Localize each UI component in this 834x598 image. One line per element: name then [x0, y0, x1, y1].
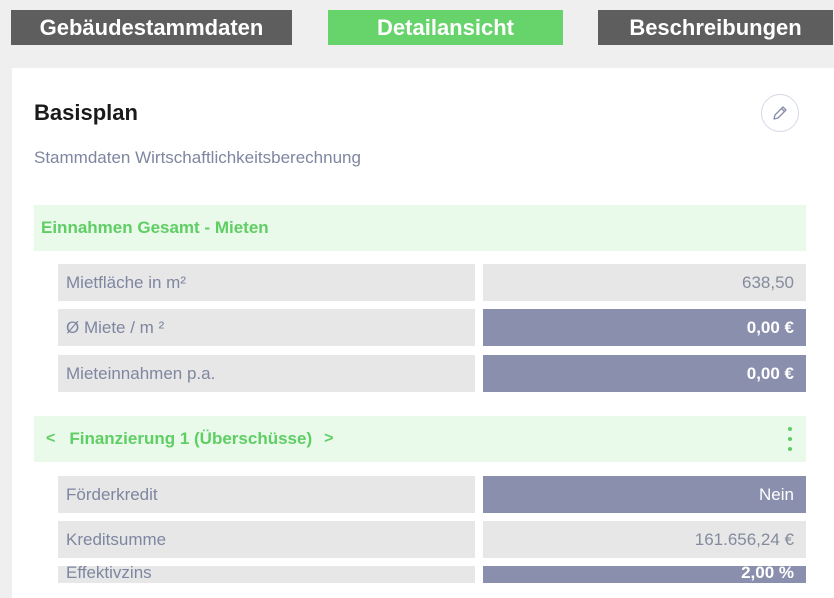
pencil-icon [773, 106, 787, 120]
section-title: Einnahmen Gesamt - Mieten [41, 218, 269, 237]
row-label-mietflaeche: Mietfläche in m² [58, 264, 475, 301]
row-value-mieteinnahmen: 0,00 € [483, 355, 806, 392]
tab-beschreibungen[interactable]: Beschreibungen [598, 10, 833, 45]
card-subtitle: Stammdaten Wirtschaftlichkeitsberechnung [34, 148, 361, 167]
section-title: Finanzierung 1 (Überschüsse) [69, 429, 313, 448]
tab-detailansicht[interactable]: Detailansicht [328, 10, 563, 45]
tab-gebaeudestammdaten[interactable]: Gebäudestammdaten [11, 10, 292, 45]
card-title: Basisplan [34, 100, 138, 125]
row-label-foerderkredit: Förderkredit [58, 476, 475, 513]
section-einnahmen-header: Einnahmen Gesamt - Mieten [34, 205, 806, 251]
row-label-kreditsumme: Kreditsumme [58, 521, 475, 558]
row-label-miete-pro-m2: Ø Miete / m ² [58, 309, 475, 346]
row-value-miete-pro-m2: 0,00 € [483, 309, 806, 346]
row-label-mieteinnahmen: Mieteinnahmen p.a. [58, 355, 475, 392]
edit-button[interactable] [761, 94, 799, 132]
row-value-foerderkredit[interactable]: Nein [483, 476, 806, 513]
prev-financing-button[interactable]: < [46, 430, 56, 447]
row-value-mietflaeche: 638,50 [483, 264, 806, 301]
row-value-kreditsumme: 161.656,24 € [483, 521, 806, 558]
next-financing-button[interactable]: > [324, 430, 334, 447]
section-finanzierung-header: < Finanzierung 1 (Überschüsse) > [34, 416, 806, 462]
row-label-effektivzins: Effektivzins [58, 563, 475, 583]
row-value-effektivzins: 2,00 % [483, 563, 806, 583]
kebab-menu-icon[interactable] [786, 427, 794, 451]
